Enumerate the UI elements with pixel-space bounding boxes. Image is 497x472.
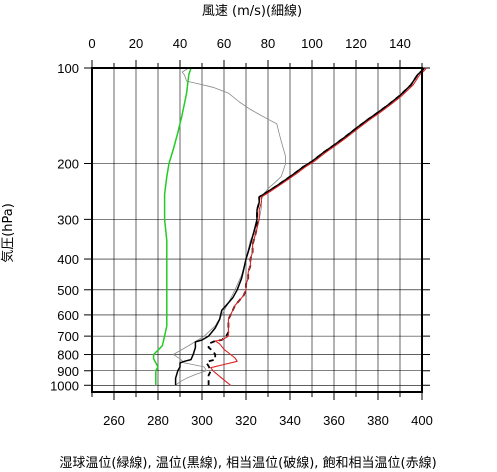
wind-axis-tick-label: 80 bbox=[261, 36, 275, 51]
pressure-axis-tick-label: 500 bbox=[57, 283, 79, 298]
pressure-axis-tick-label: 200 bbox=[57, 157, 79, 172]
pressure-axis-tick-label: 400 bbox=[57, 252, 79, 267]
temperature-axis-tick-label: 400 bbox=[411, 413, 433, 428]
temperature-axis-tick-label: 300 bbox=[191, 413, 213, 428]
temperature-axis-tick-label: 380 bbox=[367, 413, 389, 428]
series-line-wet-bulb-potential-temperature bbox=[152, 67, 192, 386]
temperature-axis-tick-label: 340 bbox=[279, 413, 301, 428]
data-series bbox=[152, 67, 427, 386]
grid bbox=[92, 68, 422, 392]
temperature-axis-tick-label: 260 bbox=[103, 413, 125, 428]
pressure-axis-tick-label: 300 bbox=[57, 212, 79, 227]
pressure-axis-tick-label: 900 bbox=[57, 364, 79, 379]
pressure-axis-tick-label: 100 bbox=[57, 61, 79, 76]
temperature-axis-tick-label: 360 bbox=[323, 413, 345, 428]
wind-axis-tick-label: 0 bbox=[88, 36, 95, 51]
wind-axis-tick-label: 140 bbox=[389, 36, 411, 51]
wind-axis-tick-label: 40 bbox=[173, 36, 187, 51]
tick-labels: 0 20 40 60 80 100 120 140 260 280 300 320 340 360 380 4… bbox=[50, 36, 433, 428]
left-axis-label: 気圧(hPa) bbox=[0, 203, 16, 263]
temperature-axis-tick-label: 320 bbox=[235, 413, 257, 428]
tick-marks bbox=[84, 60, 430, 400]
wind-axis-tick-label: 100 bbox=[301, 36, 323, 51]
wind-axis-tick-label: 20 bbox=[129, 36, 143, 51]
series-line-wind-speed bbox=[173, 67, 286, 386]
pressure-axis-tick-label: 1000 bbox=[50, 378, 79, 393]
wind-axis-tick-label: 120 bbox=[345, 36, 367, 51]
bottom-axis-label: 湿球温位(緑線), 温位(黒線), 相当温位(破線), 飽和相当温位(赤線) bbox=[59, 455, 436, 471]
top-axis-label: 風速 (m/s)(細線) bbox=[202, 3, 302, 19]
plot-frame bbox=[91, 67, 423, 393]
series-line-saturated-equivalent-potential-temperature bbox=[210, 67, 427, 386]
pressure-axis-tick-label: 600 bbox=[57, 308, 79, 323]
temperature-axis-tick-label: 280 bbox=[147, 413, 169, 428]
wind-axis-tick-label: 60 bbox=[217, 36, 231, 51]
pressure-axis-tick-label: 800 bbox=[57, 348, 79, 363]
pressure-axis-tick-label: 700 bbox=[57, 329, 79, 344]
